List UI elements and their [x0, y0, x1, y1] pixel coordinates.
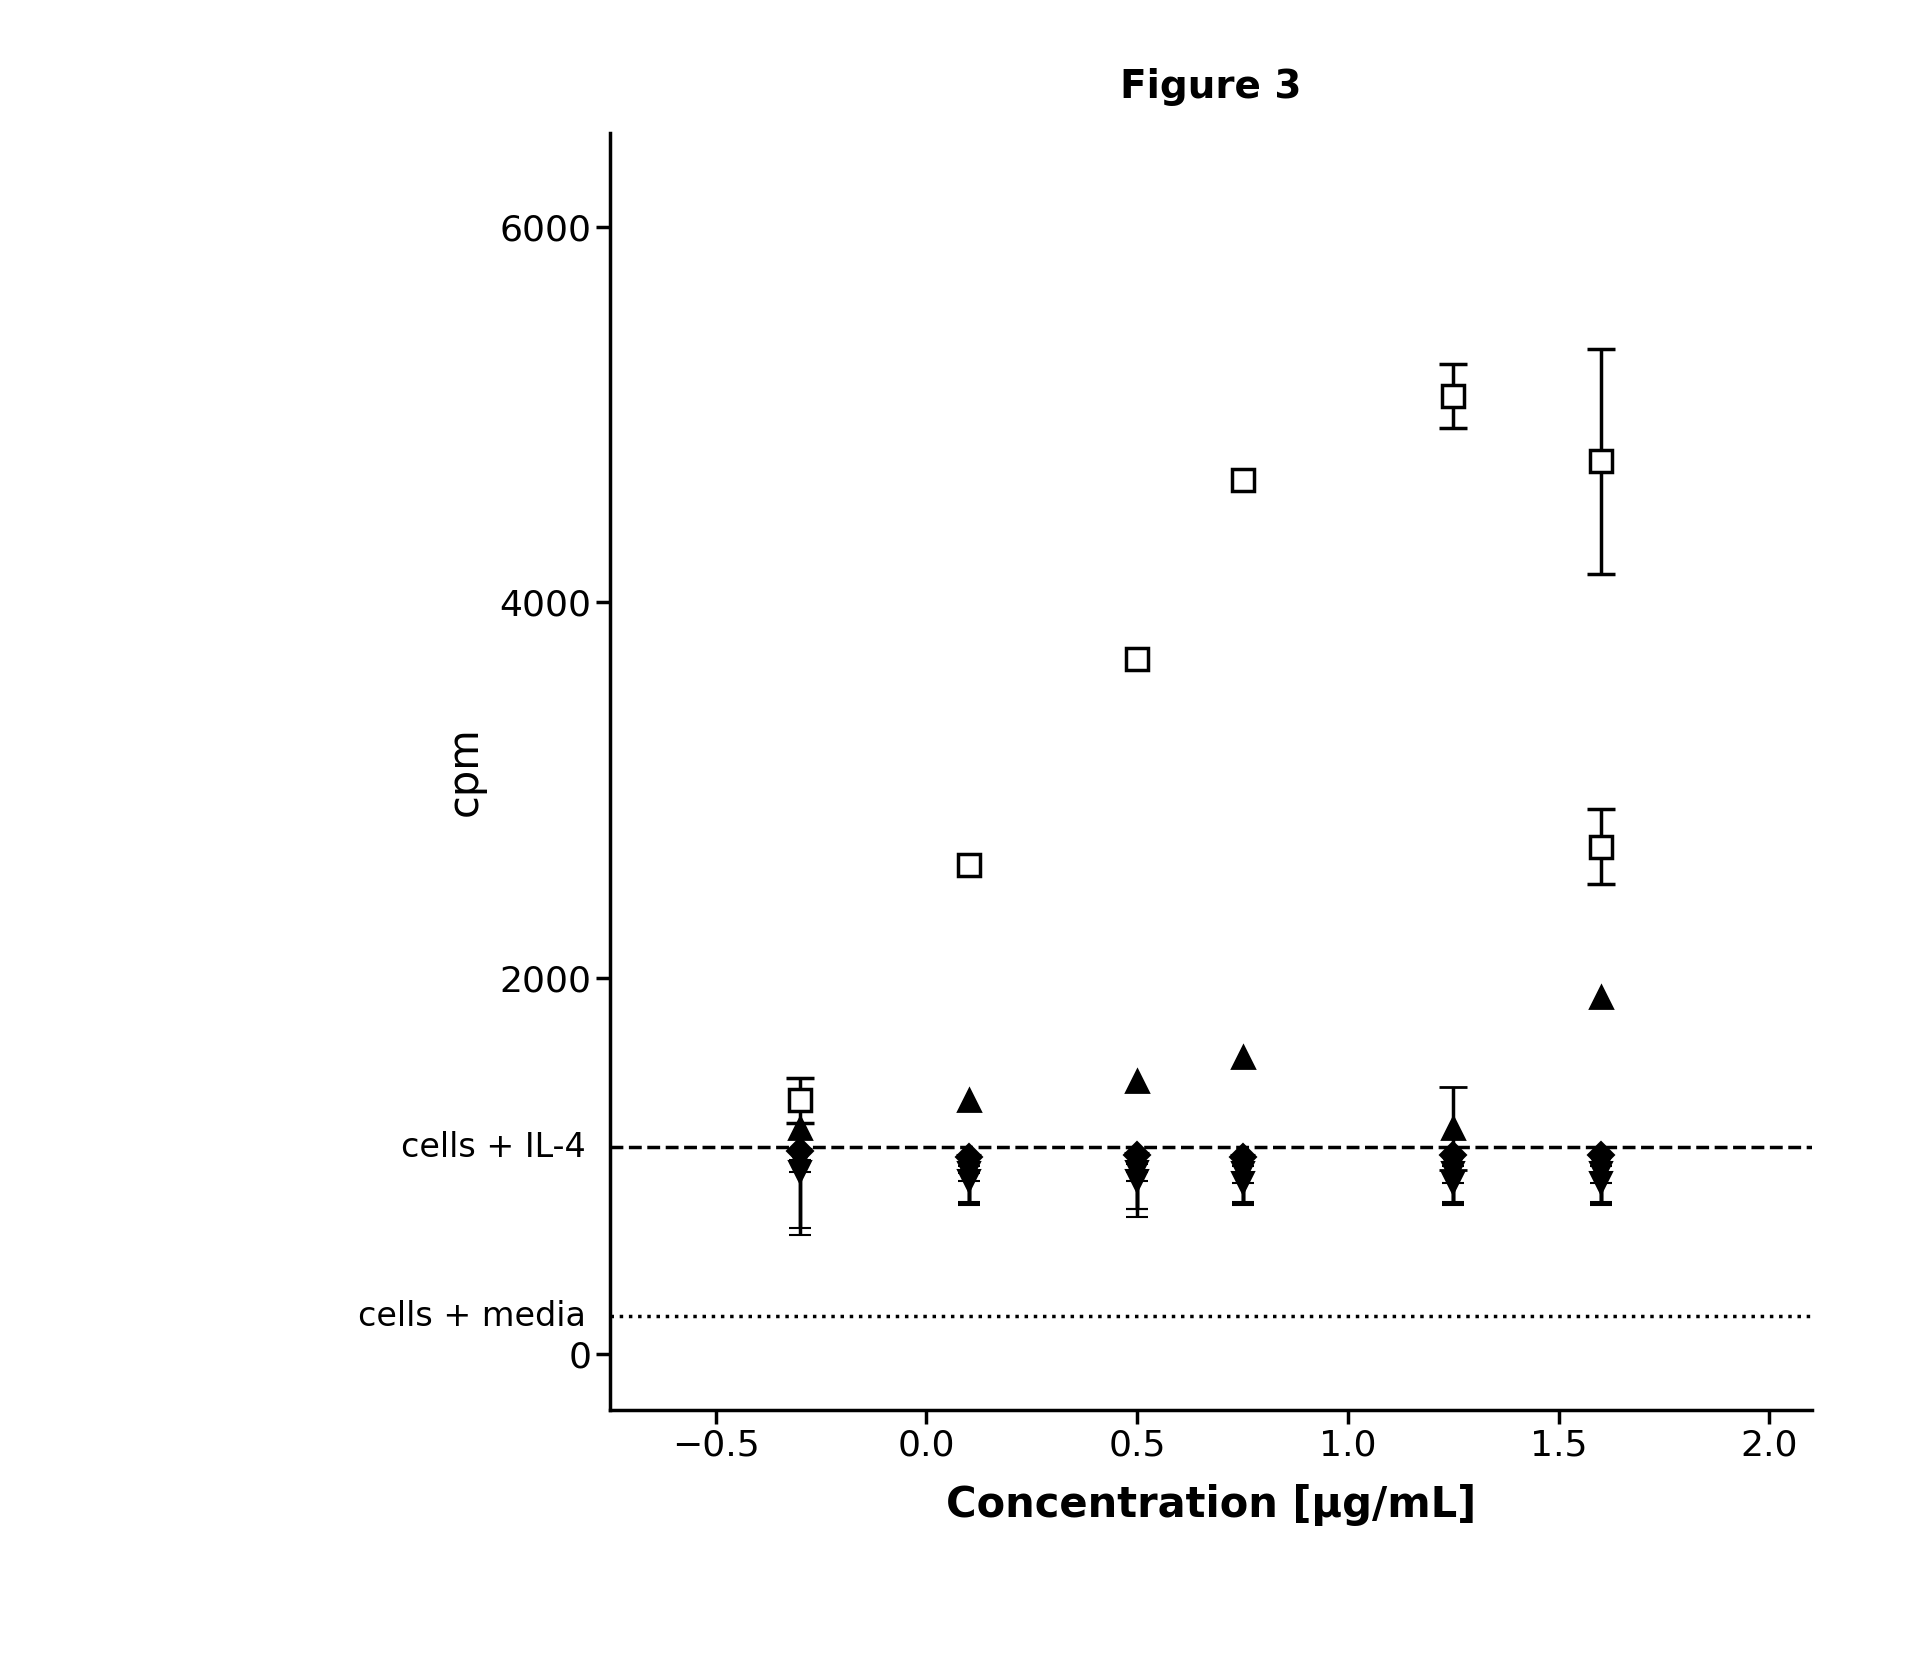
Text: cells + media: cells + media: [359, 1299, 585, 1332]
Text: cells + IL-4: cells + IL-4: [402, 1131, 585, 1163]
Title: Figure 3: Figure 3: [1119, 68, 1302, 106]
Y-axis label: cpm: cpm: [444, 727, 486, 816]
X-axis label: Concentration [μg/mL]: Concentration [μg/mL]: [946, 1483, 1476, 1526]
